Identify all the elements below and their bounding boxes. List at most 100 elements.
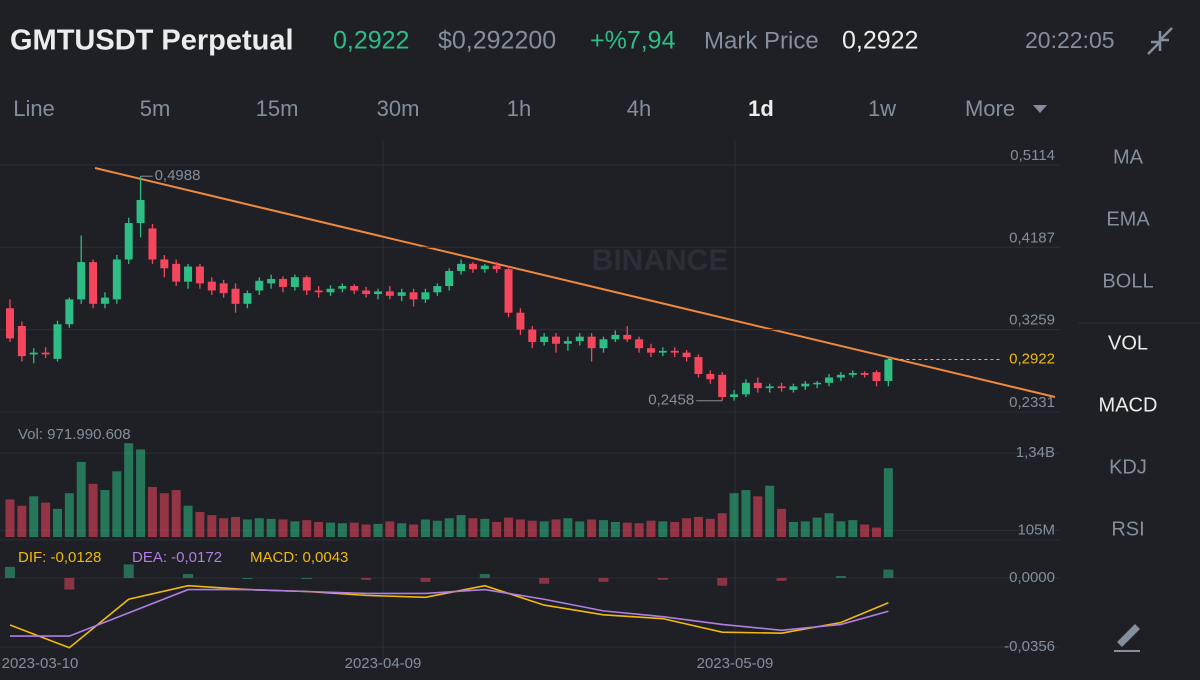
volume-bar [753,496,763,537]
usd-price: $0,292200 [438,27,556,55]
volume-bar [76,461,86,537]
indicator-tab[interactable]: MACD [1099,394,1158,416]
indicator-tab[interactable]: RSI [1111,518,1144,540]
candle-body [433,286,442,293]
current-price-label: 0,2922 [1009,351,1055,368]
candle-body [718,374,727,398]
low-label: 0,2458 [648,392,694,409]
candle-body [41,352,50,355]
candle-body [492,265,501,270]
candle-body [670,350,679,353]
candle-body [860,373,869,375]
candle-body [267,278,276,284]
y-tick-label: 105M [1017,521,1055,538]
candle-body [314,290,323,293]
candle-body [29,352,38,355]
candle-body [658,350,667,353]
collapse-icon[interactable] [1147,27,1173,55]
volume-bar [705,518,715,537]
candle-body [848,373,857,375]
macd-hist [835,576,846,578]
candle-body [528,329,537,342]
candle-body [753,382,762,389]
volume-bar [242,519,252,537]
candle-body [599,339,608,349]
indicator-tab[interactable]: KDJ [1109,456,1147,478]
interval-tab[interactable]: 4h [627,96,651,121]
volume-bar [254,518,264,537]
candle-body [540,336,549,342]
volume-bar [278,519,288,537]
volume-bar [504,517,514,537]
x-tick-label: 2023-03-10 [2,655,79,672]
volume-bar [610,521,620,537]
pencil-icon[interactable] [1114,624,1140,652]
volume-bar [136,449,146,537]
volume-bar [848,520,858,537]
interval-tab[interactable]: 1w [868,96,896,121]
candle-body [623,334,632,340]
volume-bar [527,520,537,537]
volume-bar [266,518,276,537]
volume-bar [219,518,229,537]
volume-bar [836,521,846,537]
volume-bar [349,522,359,537]
candle-body [421,292,430,300]
candle-body [231,288,240,304]
candle-body [789,386,798,390]
candle-body [563,341,572,344]
indicator-tab[interactable]: BOLL [1102,270,1153,292]
indicator-tab[interactable]: MA [1113,146,1144,168]
candle-body [516,312,525,330]
macd-line [9,584,889,649]
candle-body [575,336,584,342]
candle-body [17,326,26,357]
volume-bar [302,520,312,537]
macd-hist [717,577,728,586]
volume-bar [397,523,407,537]
candle-body [219,283,228,294]
candle-body [457,263,466,271]
volume-bar [646,520,656,537]
candle-body [124,223,133,260]
volume-bar [409,524,419,537]
interval-tab[interactable]: 15m [256,96,299,121]
volume-bar [5,499,15,537]
volume-bar [17,505,27,537]
candle-body [148,228,157,260]
volume-bar [64,493,74,537]
volume-bar [52,508,62,537]
interval-tab[interactable]: 1d [748,96,774,121]
volume-legend: Vol: 971.990.608 [18,426,131,443]
volume-bar [539,521,549,537]
volume-bar [575,521,585,537]
dropdown-arrow [1033,105,1047,113]
candle-body [302,277,311,291]
indicator-tab[interactable]: VOL [1108,332,1148,354]
interval-tab[interactable]: More [965,96,1015,121]
volume-bar [385,521,395,537]
interval-tab[interactable]: 30m [377,96,420,121]
volume-bar [599,520,608,537]
candle-body [646,348,655,353]
candle-body [884,359,893,382]
candle-body [765,386,774,389]
symbol[interactable]: GMTUSDT Perpetual [10,25,294,57]
mark-price: 0,2922 [842,27,918,55]
macd-hist [598,577,609,582]
candle-body [801,383,810,387]
y-tick-label: 0,4187 [1009,229,1055,246]
indicator-tab[interactable]: EMA [1106,208,1150,230]
interval-tab[interactable]: Line [13,96,55,121]
macd-hist [479,574,490,578]
volume-bar [717,513,727,537]
volume-bar [195,511,205,537]
interval-tab[interactable]: 5m [140,96,171,121]
interval-tab[interactable]: 1h [507,96,531,121]
macd-legend: MACD: 0,0043 [250,549,348,566]
candle-body [397,292,406,296]
candle-body [480,265,489,270]
candle-body [409,292,418,300]
